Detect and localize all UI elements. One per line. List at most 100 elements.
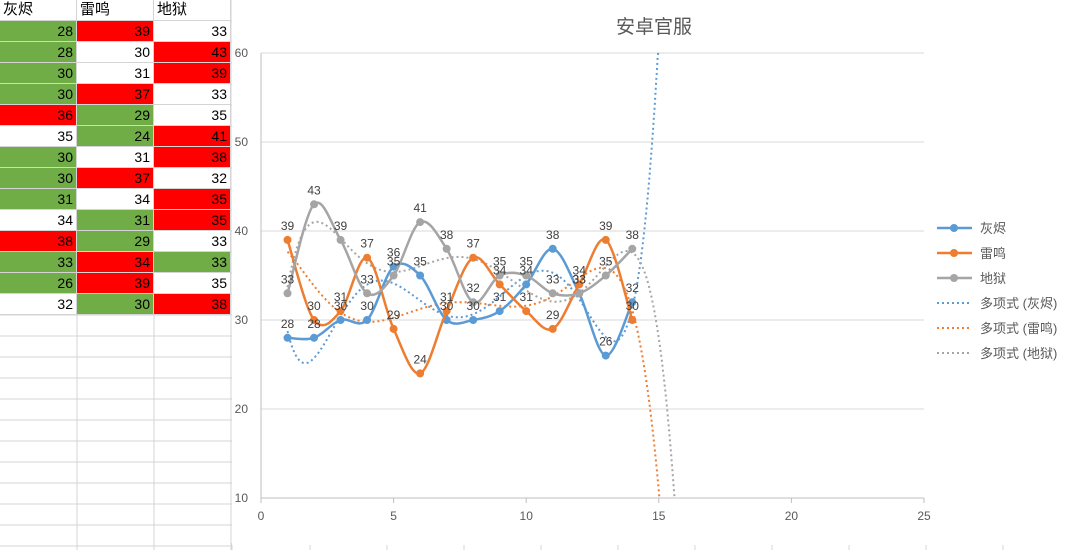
data-point[interactable] xyxy=(495,271,504,280)
table-cell[interactable]: 30 xyxy=(0,147,77,168)
data-point[interactable] xyxy=(442,307,451,316)
data-point[interactable] xyxy=(416,218,425,227)
table-cell[interactable]: 35 xyxy=(154,105,231,126)
data-point[interactable] xyxy=(310,200,319,209)
table-cell[interactable]: 34 xyxy=(77,189,154,210)
header-cell-diyu[interactable]: 地狱 xyxy=(154,0,231,21)
table-cell[interactable]: 33 xyxy=(154,252,231,273)
table-cell[interactable]: 30 xyxy=(0,84,77,105)
data-label: 31 xyxy=(440,290,454,304)
legend-item[interactable]: 多项式 (地狱) xyxy=(937,346,1057,361)
data-point[interactable] xyxy=(283,289,292,298)
series-lines xyxy=(283,200,637,378)
table-cell[interactable]: 31 xyxy=(77,63,154,84)
data-point[interactable] xyxy=(336,235,345,244)
table-cell[interactable]: 35 xyxy=(154,189,231,210)
table-cell[interactable]: 43 xyxy=(154,42,231,63)
legend-item[interactable]: 多项式 (灰烬) xyxy=(937,296,1057,311)
legend-item[interactable]: 多项式 (雷鸣) xyxy=(937,321,1057,336)
table-cell[interactable]: 24 xyxy=(77,126,154,147)
legend-item[interactable]: 地狱 xyxy=(937,271,1006,286)
table-cell[interactable]: 41 xyxy=(154,126,231,147)
data-point[interactable] xyxy=(548,289,557,298)
data-point[interactable] xyxy=(336,316,345,324)
table-cell[interactable]: 29 xyxy=(77,231,154,252)
table-cell[interactable]: 30 xyxy=(0,168,77,189)
table-cell[interactable]: 31 xyxy=(77,147,154,168)
data-point[interactable] xyxy=(389,324,398,333)
data-point[interactable] xyxy=(469,253,478,262)
data-point[interactable] xyxy=(283,333,292,342)
table-cell[interactable]: 32 xyxy=(154,168,231,189)
data-label: 35 xyxy=(387,255,401,269)
table-cell[interactable]: 30 xyxy=(77,294,154,315)
data-point[interactable] xyxy=(389,271,398,280)
chart-area xyxy=(232,0,1080,545)
data-point[interactable] xyxy=(522,271,531,280)
table-cell[interactable]: 33 xyxy=(154,231,231,252)
data-point[interactable] xyxy=(389,262,398,271)
data-point[interactable] xyxy=(575,289,584,298)
legend-item[interactable]: 灰烬 xyxy=(937,221,1006,236)
data-point[interactable] xyxy=(283,235,292,244)
table-cell[interactable]: 34 xyxy=(77,252,154,273)
table-cell[interactable]: 35 xyxy=(154,273,231,294)
table-cell[interactable]: 26 xyxy=(0,273,77,294)
data-point[interactable] xyxy=(548,244,557,253)
header-cell-huijin[interactable]: 灰烬 xyxy=(0,0,77,21)
data-point[interactable] xyxy=(628,298,637,307)
header-cell-leiming[interactable]: 雷鸣 xyxy=(77,0,154,21)
data-point[interactable] xyxy=(575,280,584,289)
table-cell[interactable]: 33 xyxy=(154,84,231,105)
data-point[interactable] xyxy=(363,289,372,298)
data-point[interactable] xyxy=(310,316,319,324)
table-cell[interactable]: 37 xyxy=(77,84,154,105)
data-point[interactable] xyxy=(416,369,425,378)
table-cell[interactable]: 33 xyxy=(0,252,77,273)
data-point[interactable] xyxy=(522,307,531,316)
data-point[interactable] xyxy=(416,271,425,280)
table-cell[interactable]: 36 xyxy=(0,105,77,126)
data-point[interactable] xyxy=(363,316,372,324)
table-cell[interactable]: 32 xyxy=(0,294,77,315)
table-cell[interactable]: 28 xyxy=(0,21,77,42)
data-point[interactable] xyxy=(495,307,504,316)
data-point[interactable] xyxy=(548,324,557,333)
table-cell[interactable]: 39 xyxy=(77,21,154,42)
table-cell[interactable]: 37 xyxy=(77,168,154,189)
table-cell[interactable]: 31 xyxy=(0,189,77,210)
table-cell[interactable]: 38 xyxy=(154,294,231,315)
data-point[interactable] xyxy=(310,333,319,342)
table-cell[interactable]: 29 xyxy=(77,105,154,126)
data-point[interactable] xyxy=(469,316,478,324)
table-cell[interactable]: 30 xyxy=(0,63,77,84)
table-cell[interactable]: 33 xyxy=(154,21,231,42)
data-point[interactable] xyxy=(495,280,504,289)
table-cell[interactable]: 35 xyxy=(154,210,231,231)
data-point[interactable] xyxy=(522,280,531,289)
table-cell[interactable]: 30 xyxy=(77,42,154,63)
table-cell[interactable]: 38 xyxy=(0,231,77,252)
legend-marker xyxy=(950,249,958,257)
data-point[interactable] xyxy=(469,298,478,307)
data-point[interactable] xyxy=(628,316,637,324)
legend-item[interactable]: 雷鸣 xyxy=(937,246,1006,261)
data-point[interactable] xyxy=(601,235,610,244)
data-point[interactable] xyxy=(442,244,451,253)
table-cell[interactable]: 38 xyxy=(154,147,231,168)
data-point[interactable] xyxy=(363,253,372,262)
data-point[interactable] xyxy=(628,244,637,253)
table-cell[interactable]: 34 xyxy=(0,210,77,231)
data-label: 34 xyxy=(520,263,534,277)
table-cell[interactable]: 35 xyxy=(0,126,77,147)
data-point[interactable] xyxy=(601,351,610,360)
table-cell[interactable]: 28 xyxy=(0,42,77,63)
table-cell[interactable]: 39 xyxy=(77,273,154,294)
data-point[interactable] xyxy=(601,271,610,280)
table-cell[interactable]: 31 xyxy=(77,210,154,231)
table-row: 31 34 35 xyxy=(0,189,232,210)
table-cell[interactable]: 39 xyxy=(154,63,231,84)
data-point[interactable] xyxy=(336,307,345,316)
